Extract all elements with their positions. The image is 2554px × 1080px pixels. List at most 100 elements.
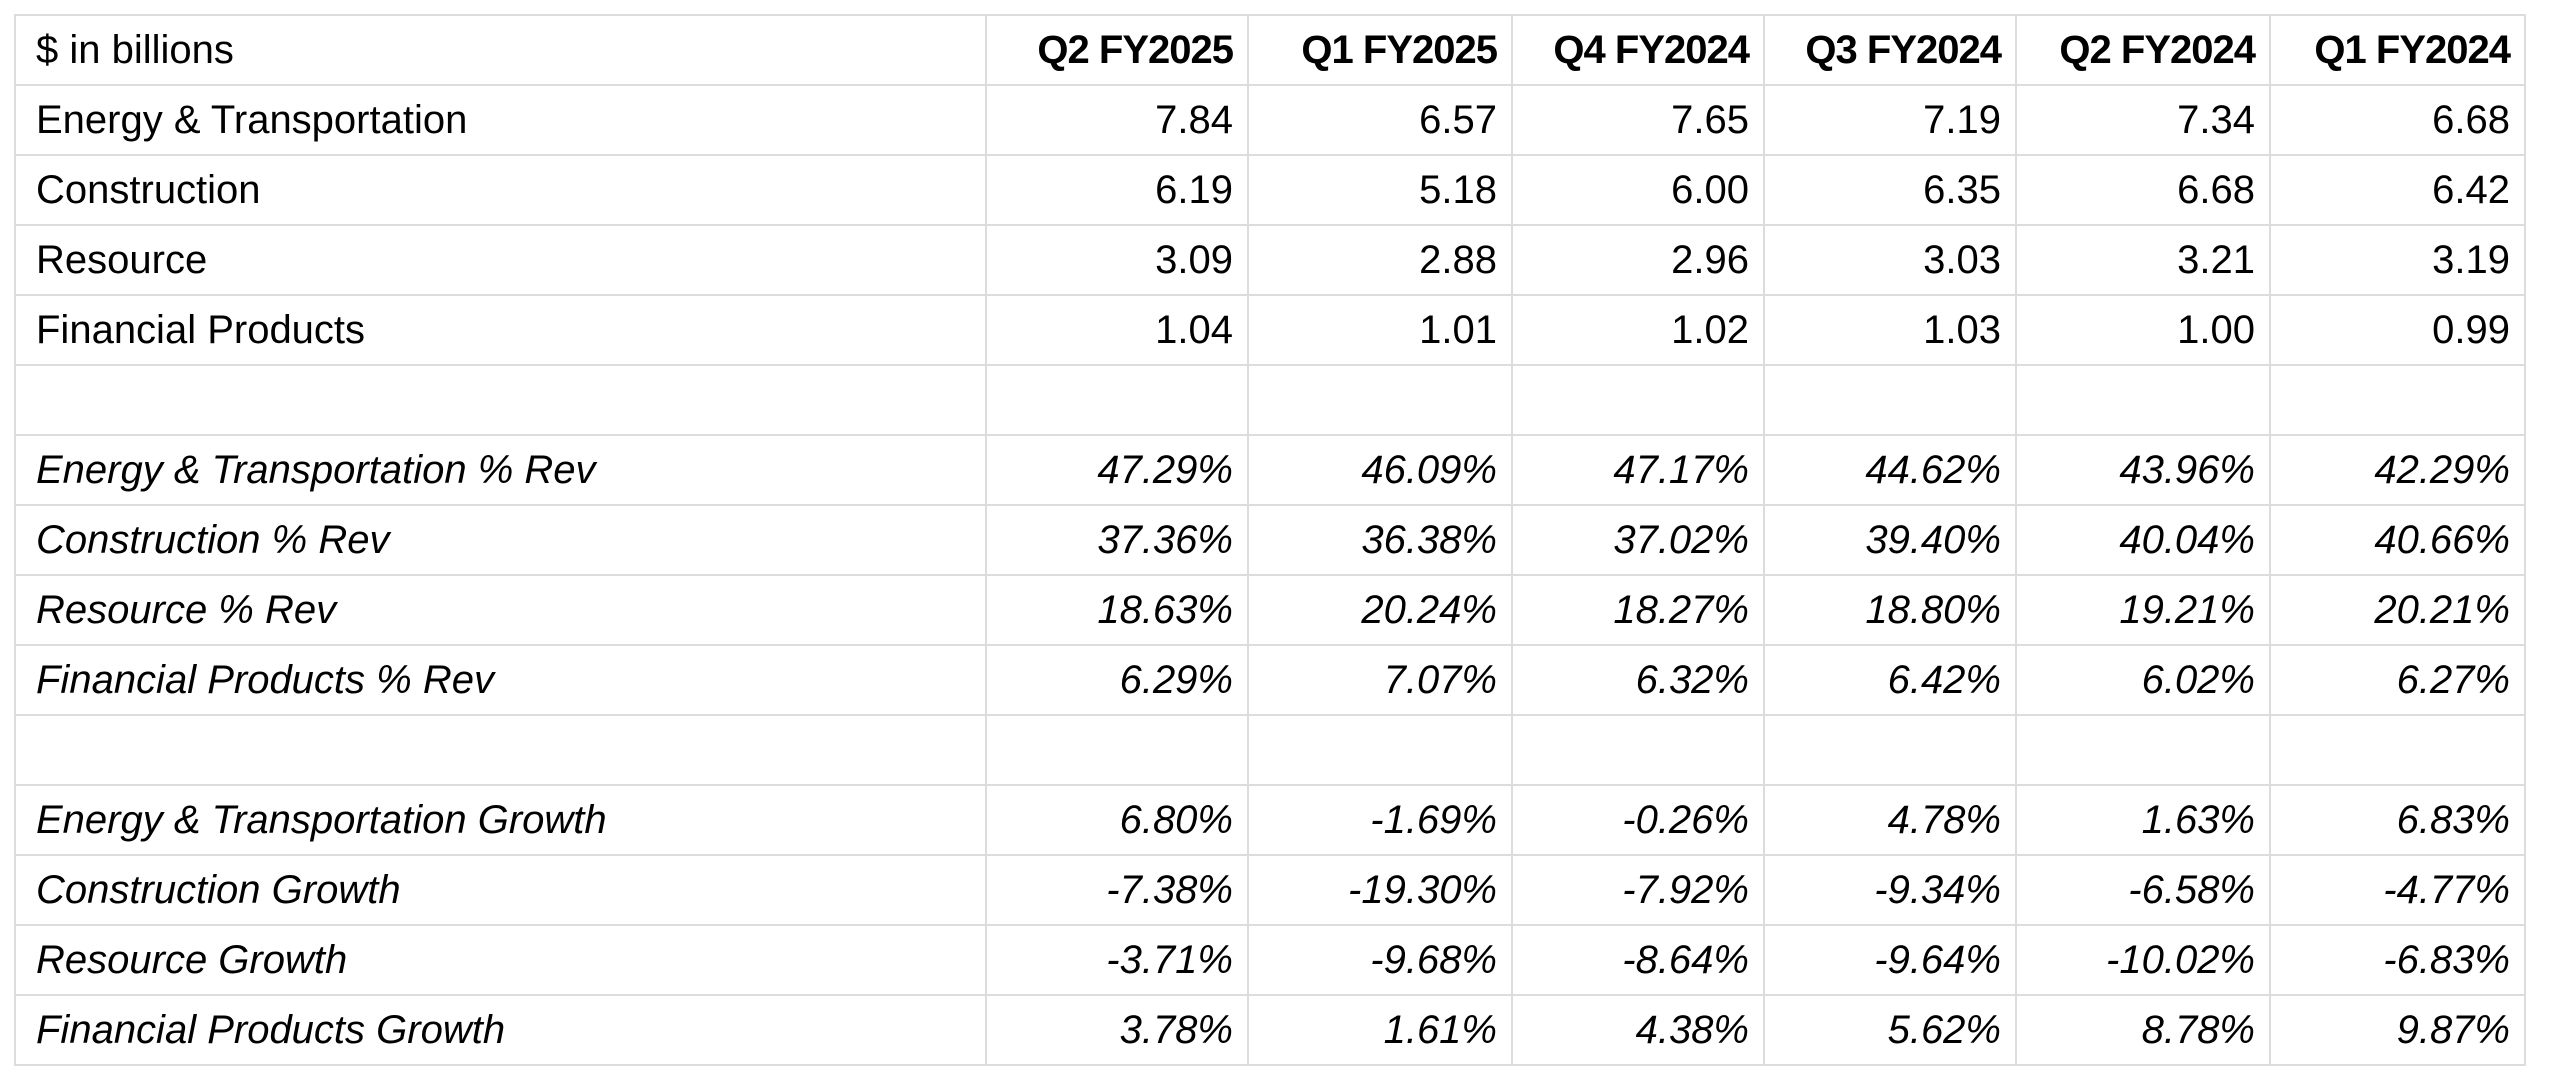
value-cell[interactable]: 5.18 [1247,154,1513,226]
value-cell[interactable]: 44.62% [1763,434,2017,506]
empty-cell[interactable] [14,364,987,436]
value-cell[interactable]: 6.80% [985,784,1249,856]
value-cell[interactable]: 2.88 [1247,224,1513,296]
value-cell[interactable]: -8.64% [1511,924,1765,996]
value-cell[interactable]: 6.00 [1511,154,1765,226]
header-cell-q1-fy2025[interactable]: Q1 FY2025 [1247,14,1513,86]
value-cell[interactable]: 8.78% [2015,994,2271,1066]
row-label-cell[interactable]: Financial Products [14,294,987,366]
value-cell[interactable]: 6.32% [1511,644,1765,716]
value-cell[interactable]: 2.96 [1511,224,1765,296]
value-cell[interactable]: 6.68 [2269,84,2526,156]
value-cell[interactable]: 20.24% [1247,574,1513,646]
value-cell[interactable]: 18.63% [985,574,1249,646]
value-cell[interactable]: 6.42% [1763,644,2017,716]
value-cell[interactable]: 7.07% [1247,644,1513,716]
empty-cell[interactable] [1511,364,1765,436]
value-cell[interactable]: -9.64% [1763,924,2017,996]
value-cell[interactable]: 42.29% [2269,434,2526,506]
row-label-cell[interactable]: Resource Growth [14,924,987,996]
value-cell[interactable]: 18.80% [1763,574,2017,646]
row-label-cell[interactable]: Energy & Transportation Growth [14,784,987,856]
row-label-cell[interactable]: Financial Products % Rev [14,644,987,716]
value-cell[interactable]: 6.83% [2269,784,2526,856]
value-cell[interactable]: 1.61% [1247,994,1513,1066]
value-cell[interactable]: 3.21 [2015,224,2271,296]
value-cell[interactable]: 7.84 [985,84,1249,156]
empty-cell[interactable] [14,714,987,786]
value-cell[interactable]: 37.02% [1511,504,1765,576]
value-cell[interactable]: 1.63% [2015,784,2271,856]
value-cell[interactable]: 39.40% [1763,504,2017,576]
value-cell[interactable]: 6.02% [2015,644,2271,716]
value-cell[interactable]: -7.92% [1511,854,1765,926]
row-label-cell[interactable]: Resource % Rev [14,574,987,646]
value-cell[interactable]: 7.34 [2015,84,2271,156]
value-cell[interactable]: 40.04% [2015,504,2271,576]
value-cell[interactable]: 4.38% [1511,994,1765,1066]
value-cell[interactable]: -6.58% [2015,854,2271,926]
value-cell[interactable]: 19.21% [2015,574,2271,646]
value-cell[interactable]: -7.38% [985,854,1249,926]
value-cell[interactable]: 1.00 [2015,294,2271,366]
value-cell[interactable]: -3.71% [985,924,1249,996]
header-cell-q1-fy2024[interactable]: Q1 FY2024 [2269,14,2526,86]
value-cell[interactable]: 3.78% [985,994,1249,1066]
value-cell[interactable]: 40.66% [2269,504,2526,576]
header-cell-q2-fy2025[interactable]: Q2 FY2025 [985,14,1249,86]
empty-cell[interactable] [985,714,1249,786]
value-cell[interactable]: 6.42 [2269,154,2526,226]
value-cell[interactable]: -6.83% [2269,924,2526,996]
value-cell[interactable]: 43.96% [2015,434,2271,506]
value-cell[interactable]: -9.34% [1763,854,2017,926]
empty-cell[interactable] [2269,714,2526,786]
value-cell[interactable]: 6.29% [985,644,1249,716]
value-cell[interactable]: 20.21% [2269,574,2526,646]
value-cell[interactable]: -0.26% [1511,784,1765,856]
row-label-cell[interactable]: Construction % Rev [14,504,987,576]
empty-cell[interactable] [2015,364,2271,436]
header-label-cell[interactable]: $ in billions [14,14,987,86]
header-cell-q4-fy2024[interactable]: Q4 FY2024 [1511,14,1765,86]
value-cell[interactable]: 0.99 [2269,294,2526,366]
header-cell-q3-fy2024[interactable]: Q3 FY2024 [1763,14,2017,86]
empty-cell[interactable] [1763,364,2017,436]
value-cell[interactable]: 18.27% [1511,574,1765,646]
row-label-cell[interactable]: Resource [14,224,987,296]
row-label-cell[interactable]: Financial Products Growth [14,994,987,1066]
value-cell[interactable]: 36.38% [1247,504,1513,576]
value-cell[interactable]: 47.17% [1511,434,1765,506]
value-cell[interactable]: 46.09% [1247,434,1513,506]
empty-cell[interactable] [1247,364,1513,436]
row-label-cell[interactable]: Energy & Transportation [14,84,987,156]
value-cell[interactable]: -1.69% [1247,784,1513,856]
empty-cell[interactable] [1247,714,1513,786]
value-cell[interactable]: -4.77% [2269,854,2526,926]
value-cell[interactable]: -19.30% [1247,854,1513,926]
header-cell-q2-fy2024[interactable]: Q2 FY2024 [2015,14,2271,86]
value-cell[interactable]: 3.03 [1763,224,2017,296]
value-cell[interactable]: 9.87% [2269,994,2526,1066]
value-cell[interactable]: -9.68% [1247,924,1513,996]
value-cell[interactable]: 1.04 [985,294,1249,366]
empty-cell[interactable] [2269,364,2526,436]
value-cell[interactable]: 6.35 [1763,154,2017,226]
value-cell[interactable]: 7.65 [1511,84,1765,156]
empty-cell[interactable] [1763,714,2017,786]
value-cell[interactable]: 1.02 [1511,294,1765,366]
empty-cell[interactable] [2015,714,2271,786]
row-label-cell[interactable]: Energy & Transportation % Rev [14,434,987,506]
value-cell[interactable]: 6.27% [2269,644,2526,716]
value-cell[interactable]: 1.03 [1763,294,2017,366]
row-label-cell[interactable]: Construction [14,154,987,226]
value-cell[interactable]: 6.57 [1247,84,1513,156]
value-cell[interactable]: 47.29% [985,434,1249,506]
value-cell[interactable]: 1.01 [1247,294,1513,366]
value-cell[interactable]: 5.62% [1763,994,2017,1066]
value-cell[interactable]: 6.68 [2015,154,2271,226]
row-label-cell[interactable]: Construction Growth [14,854,987,926]
value-cell[interactable]: -10.02% [2015,924,2271,996]
empty-cell[interactable] [1511,714,1765,786]
value-cell[interactable]: 4.78% [1763,784,2017,856]
empty-cell[interactable] [985,364,1249,436]
